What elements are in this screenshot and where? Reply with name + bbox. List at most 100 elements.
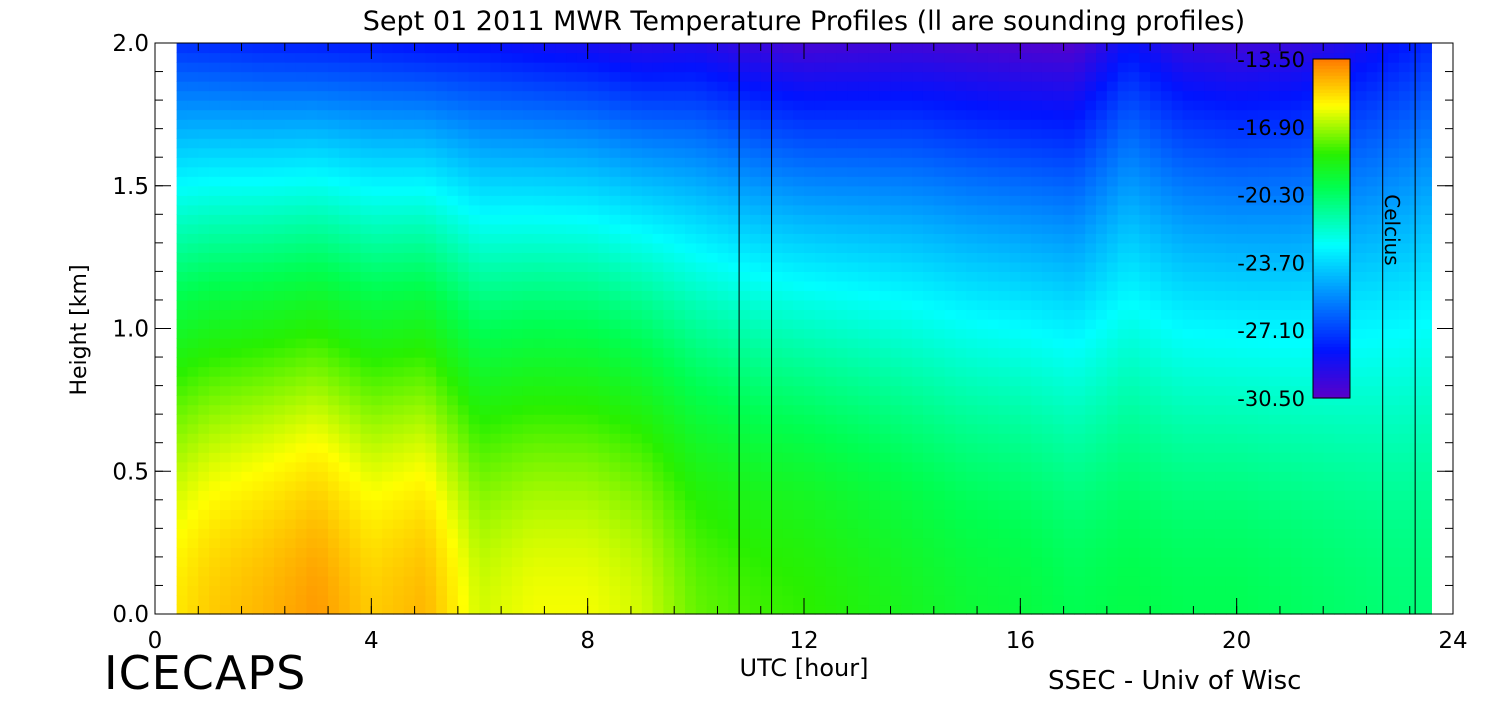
heatmap-cell (825, 357, 838, 368)
heatmap-cell (555, 499, 567, 510)
heatmap-cell (263, 100, 275, 111)
heatmap-cell (198, 233, 210, 244)
heatmap-cell (511, 81, 524, 92)
heatmap-cell (912, 309, 924, 320)
heatmap-cell (1063, 223, 1076, 234)
heatmap-cell (998, 547, 1011, 558)
heatmap-cell (782, 547, 794, 558)
heatmap-cell (187, 309, 199, 320)
heatmap-cell (771, 328, 783, 339)
heatmap-cell (630, 261, 643, 272)
heatmap-cell (360, 176, 372, 187)
heatmap-cell (977, 185, 989, 196)
heatmap-cell (760, 166, 773, 177)
heatmap-cell (620, 385, 632, 396)
heatmap-cell (403, 461, 416, 472)
heatmap-cell (295, 442, 308, 453)
heatmap-cell (198, 414, 210, 425)
heatmap-cell (901, 366, 913, 377)
heatmap-cell (317, 452, 329, 463)
heatmap-cell (317, 423, 329, 434)
heatmap-cell (317, 547, 329, 558)
heatmap-cell (901, 395, 913, 406)
heatmap-cell (219, 414, 232, 425)
heatmap-cell (295, 509, 308, 520)
heatmap-cell (955, 128, 967, 139)
heatmap-cell (566, 166, 578, 177)
heatmap-cell (392, 452, 405, 463)
heatmap-cell (836, 594, 848, 606)
heatmap-cell (1009, 261, 1021, 272)
heatmap-cell (912, 157, 924, 168)
heatmap-cell (436, 338, 448, 349)
heatmap-cell (360, 452, 372, 463)
heatmap-cell (371, 309, 383, 320)
heatmap-cell (598, 138, 610, 149)
heatmap-cell (685, 318, 697, 330)
heatmap-cell (241, 490, 253, 501)
heatmap-cell (317, 280, 329, 292)
heatmap-cell (609, 490, 621, 501)
heatmap-cell (230, 537, 243, 548)
heatmap-cell (1074, 604, 1086, 615)
heatmap-cell (447, 157, 459, 168)
heatmap-cell (793, 471, 805, 482)
heatmap-cell (825, 261, 838, 272)
heatmap-cell (522, 223, 535, 234)
heatmap-cell (739, 376, 751, 387)
heatmap-cell (609, 223, 621, 234)
heatmap-cell (858, 176, 870, 187)
heatmap-cell (328, 81, 340, 92)
heatmap-cell (371, 271, 383, 282)
heatmap-cell (793, 280, 805, 292)
heatmap-cell (209, 166, 221, 177)
heatmap-cell (587, 299, 600, 311)
heatmap-cell (576, 195, 589, 206)
heatmap-cell (879, 233, 892, 244)
heatmap-cell (209, 471, 221, 482)
heatmap-cell (501, 242, 513, 253)
heatmap-cell (901, 404, 913, 415)
heatmap-cell (739, 537, 751, 548)
heatmap-cell (977, 556, 989, 568)
heatmap-cell (879, 442, 892, 453)
heatmap-cell (1052, 499, 1065, 510)
heatmap-cell (847, 604, 859, 615)
heatmap-cell (566, 261, 578, 272)
heatmap-cell (317, 442, 329, 453)
heatmap-cell (1031, 309, 1043, 320)
heatmap-cell (836, 556, 848, 568)
heatmap-cell (479, 594, 491, 606)
heatmap-cell (533, 461, 545, 472)
heatmap-cell (706, 138, 719, 149)
heatmap-cell (890, 528, 902, 539)
heatmap-cell (685, 109, 697, 120)
heatmap-cell (1063, 566, 1076, 577)
heatmap-cell (392, 119, 405, 130)
heatmap-cell (1009, 214, 1021, 225)
heatmap-cell (533, 62, 545, 73)
heatmap-cell (966, 157, 978, 168)
heatmap-cell (868, 52, 881, 63)
heatmap-cell (987, 594, 1000, 606)
heatmap-cell (263, 585, 275, 596)
heatmap-cell (382, 71, 394, 82)
heatmap-cell (317, 347, 329, 358)
heatmap-cell (349, 518, 362, 529)
heatmap-cell (511, 280, 524, 292)
heatmap-cell (782, 100, 794, 111)
heatmap-cell (209, 242, 221, 253)
heatmap-cell (739, 423, 751, 434)
heatmap-cell (273, 594, 286, 606)
heatmap-cell (414, 452, 427, 463)
heatmap-cell (176, 176, 189, 187)
heatmap-cell (273, 261, 286, 272)
heatmap-cell (814, 100, 827, 111)
heatmap-cell (630, 100, 643, 111)
heatmap-cell (273, 185, 286, 196)
heatmap-cell (252, 414, 264, 425)
heatmap-cell (630, 585, 643, 596)
heatmap-cell (198, 395, 210, 406)
heatmap-cell (555, 185, 567, 196)
heatmap-cell (306, 128, 318, 139)
